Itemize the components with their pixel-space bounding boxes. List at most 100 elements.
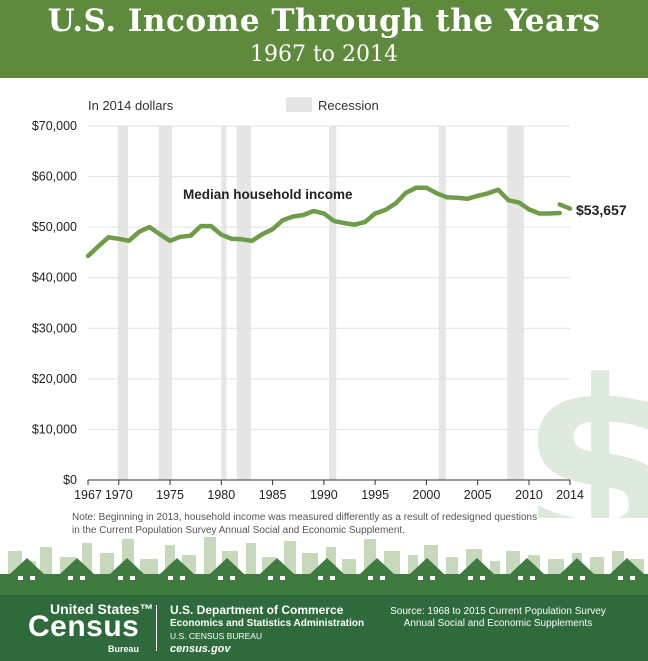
data-point	[271, 227, 274, 231]
house-roof	[510, 558, 544, 574]
data-point	[291, 215, 295, 218]
data-point	[168, 239, 172, 242]
house-roof	[360, 558, 394, 574]
data-point	[497, 188, 500, 191]
house-roof	[310, 558, 344, 574]
data-point	[220, 233, 223, 236]
data-point	[107, 236, 110, 239]
y-tick-label: $40,000	[32, 271, 77, 285]
website-link[interactable]: census.gov	[170, 643, 231, 655]
x-tick-label: 2014	[556, 488, 584, 502]
data-point	[455, 196, 459, 200]
house	[63, 572, 91, 586]
data-point	[568, 207, 572, 210]
bureau-name: U.S. CENSUS BUREAU	[170, 631, 263, 641]
house-window	[80, 576, 85, 580]
income-line-chart: $ $0$10,000$20,000$30,000$40,000$50,000$…	[32, 97, 648, 518]
data-point	[312, 209, 315, 213]
recession-band	[236, 126, 252, 480]
house-window	[468, 576, 473, 580]
data-point	[486, 192, 490, 195]
x-tick-label: 1995	[361, 488, 389, 502]
house-roof	[260, 558, 294, 574]
house-window	[168, 576, 173, 580]
x-tick-label: 1970	[105, 488, 133, 502]
y-tick-label: $50,000	[32, 220, 77, 234]
skyline-building	[246, 543, 256, 595]
data-point	[425, 186, 428, 189]
house	[413, 572, 441, 586]
data-point	[179, 235, 182, 238]
house-window	[218, 576, 223, 580]
x-tick-label: 1985	[259, 488, 287, 502]
house	[313, 572, 341, 586]
x-tick-label: 2010	[515, 488, 543, 502]
data-point	[414, 186, 418, 189]
recession-band	[117, 126, 128, 480]
data-point	[373, 212, 377, 215]
x-tick-label: 2000	[413, 488, 441, 502]
footnote: Note: Beginning in 2013, household incom…	[72, 512, 538, 536]
data-point	[158, 233, 161, 236]
data-point	[148, 225, 151, 229]
data-point	[538, 212, 541, 215]
house	[613, 572, 641, 586]
footer-bar: United States™ Census Bureau U.S. Depart…	[0, 595, 648, 661]
house-window	[530, 576, 535, 580]
y-tick-label: $30,000	[32, 321, 77, 335]
house-window	[368, 576, 373, 580]
x-tick-label: 1980	[207, 488, 235, 502]
house-window	[618, 576, 623, 580]
data-point	[394, 202, 397, 205]
series-lines	[85, 185, 573, 259]
data-point	[332, 219, 336, 223]
data-point	[117, 237, 120, 240]
data-point	[302, 213, 305, 217]
house	[363, 572, 391, 586]
data-point	[445, 196, 449, 199]
dept-name: U.S. Department of Commerce	[170, 603, 344, 617]
end-value-label: $53,657	[576, 202, 627, 218]
series-label-median-income: Median household income	[183, 187, 353, 202]
dollar-sign-icon: $	[520, 333, 648, 518]
x-tick-label: 1967	[74, 488, 102, 502]
y-tick-label: $0	[63, 473, 77, 487]
house	[263, 572, 291, 586]
house-window	[18, 576, 23, 580]
house-roof	[210, 558, 244, 574]
house-window	[430, 576, 435, 580]
house-window	[268, 576, 273, 580]
house	[13, 572, 41, 586]
house-window	[568, 576, 573, 580]
house-roof	[10, 558, 44, 574]
y-axis-label: In 2014 dollars	[88, 98, 174, 113]
data-point	[476, 194, 479, 197]
data-point	[281, 218, 285, 222]
data-point	[322, 212, 326, 215]
recession-legend-swatch	[286, 97, 312, 112]
esa-name: Economics and Statistics Administration	[170, 618, 365, 629]
recession-bands	[117, 126, 524, 480]
data-point	[189, 234, 192, 237]
house-roof	[460, 558, 494, 574]
data-point	[343, 221, 346, 225]
y-tick-label: $70,000	[32, 119, 77, 133]
city-skyline-illustration	[0, 537, 648, 595]
house-roof	[610, 558, 644, 574]
house-window	[630, 576, 635, 580]
data-point	[435, 192, 438, 195]
median-income-line-2013-redesign	[557, 202, 573, 211]
chart-labels: In 2014 dollars Recession Median househo…	[88, 97, 627, 218]
x-tick-label: 1990	[310, 488, 338, 502]
x-tick-label: 1975	[156, 488, 184, 502]
house-window	[118, 576, 123, 580]
recession-band	[158, 126, 173, 480]
house	[163, 572, 191, 586]
y-tick-label: $10,000	[32, 422, 77, 436]
house-window	[230, 576, 235, 580]
dollar-sign-watermark: $	[520, 333, 648, 518]
data-point	[507, 199, 510, 202]
house	[513, 572, 541, 586]
house-window	[130, 576, 135, 580]
